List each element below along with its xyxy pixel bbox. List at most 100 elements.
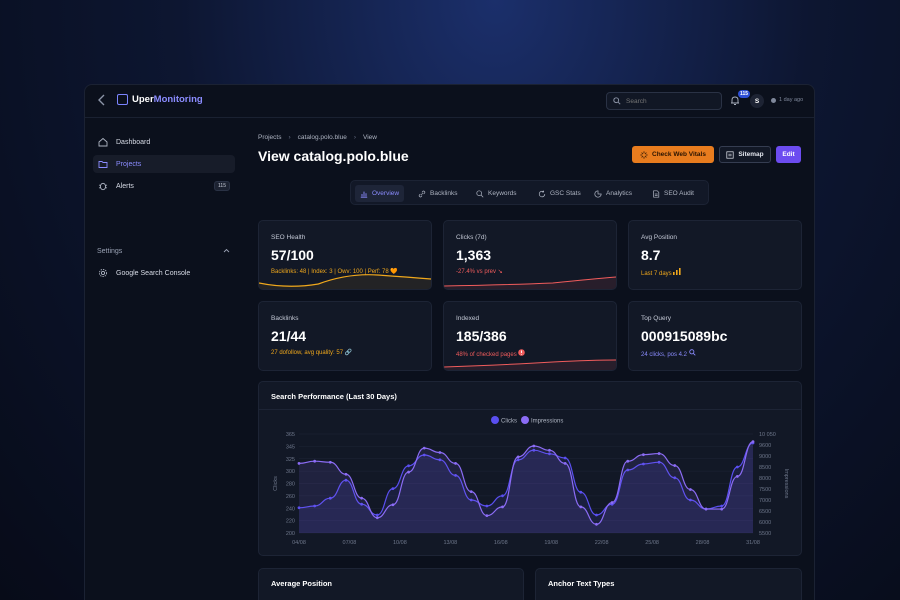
- tab-seo-audit[interactable]: SEO Audit: [647, 185, 699, 202]
- data-point-impressions: [548, 448, 551, 452]
- stat-card-seo-health[interactable]: SEO Health 57/100 Backlinks: 48 | Index:…: [258, 220, 432, 290]
- y-tick-label-right: 9600: [759, 443, 771, 449]
- gear-icon: [98, 268, 108, 278]
- sidebar-item-label: Projects: [116, 160, 142, 168]
- search-input[interactable]: [626, 97, 716, 105]
- series-area-impressions: [299, 441, 753, 533]
- bug-icon: [98, 182, 108, 191]
- data-point-clicks: [673, 476, 677, 480]
- avatar[interactable]: S: [750, 94, 764, 108]
- sidebar-item-projects[interactable]: Projects: [93, 155, 235, 173]
- data-point-impressions: [344, 472, 348, 476]
- data-point-clicks: [548, 452, 551, 456]
- card-label: Top Query: [641, 315, 671, 322]
- sitemap-button[interactable]: Sitemap: [719, 146, 771, 163]
- sidebar-item-alerts[interactable]: Alerts 115: [93, 177, 235, 195]
- tab-backlinks[interactable]: Backlinks: [413, 185, 462, 202]
- data-point-clicks: [501, 494, 504, 498]
- data-point-clicks: [438, 458, 442, 462]
- data-point-clicks: [516, 458, 520, 462]
- stat-card-backlinks[interactable]: Backlinks 21/44 27 dofollow, avg quality…: [258, 301, 432, 371]
- card-value: 8.7: [641, 247, 661, 263]
- data-point-impressions: [735, 475, 739, 478]
- data-point-impressions: [438, 451, 442, 454]
- edit-button[interactable]: Edit: [776, 146, 801, 163]
- sidebar-item-dashboard[interactable]: Dashboard: [93, 133, 235, 151]
- tab-label: Backlinks: [430, 190, 458, 197]
- y-tick-label-left: 240: [286, 506, 295, 512]
- breadcrumb: Projects › catalog.polo.blue › View: [258, 134, 377, 141]
- stat-card-indexed[interactable]: Indexed 185/386 48% of checked pages: [443, 301, 617, 371]
- data-point-clicks: [297, 506, 301, 510]
- anchor-text-types-card: Anchor Text Types: [535, 568, 802, 600]
- divider: [259, 409, 801, 410]
- signal-bars-icon: [673, 268, 681, 275]
- link-icon: [418, 190, 426, 197]
- card-value: 000915089bc: [641, 328, 728, 344]
- brand-logo[interactable]: UperMonitoring: [117, 94, 203, 105]
- data-point-clicks: [328, 496, 332, 500]
- tab-overview[interactable]: Overview: [355, 185, 405, 202]
- sync-text: 1 day ago: [779, 97, 804, 103]
- tab-keywords[interactable]: Keywords: [471, 185, 522, 202]
- check-web-vitals-button[interactable]: Check Web Vitals: [632, 146, 714, 163]
- card-subtext: 48% of checked pages: [456, 352, 517, 358]
- card-value: 57/100: [271, 247, 314, 263]
- data-point-clicks: [563, 456, 567, 460]
- y-tick-label-right: 8500: [759, 465, 771, 471]
- card-label: SEO Health: [271, 234, 306, 241]
- y-tick-label-right: 8000: [759, 476, 771, 482]
- folder-icon: [98, 161, 108, 168]
- chart-title: Search Performance (Last 30 Days): [271, 392, 397, 401]
- legend-label: Clicks: [501, 419, 517, 425]
- alerts-count-badge: 115: [214, 181, 230, 191]
- y-tick-label-right: 9000: [759, 454, 771, 460]
- data-point-clicks: [344, 478, 348, 482]
- y-tick-label-left: 280: [286, 482, 295, 488]
- stat-card-top-query[interactable]: Top Query 000915089bc 24 clicks, pos 4.2: [628, 301, 802, 371]
- sparkline: [444, 276, 616, 289]
- bell-icon[interactable]: [730, 95, 740, 106]
- sidebar-item-google-search-console[interactable]: Google Search Console: [93, 264, 235, 282]
- data-point-clicks: [626, 468, 630, 472]
- back-chevron-icon[interactable]: [97, 93, 111, 109]
- tab-analytics[interactable]: Analytics: [589, 185, 637, 202]
- y-tick-label-right: 10 050: [759, 432, 776, 438]
- data-point-impressions: [501, 505, 504, 509]
- data-point-clicks: [407, 464, 410, 468]
- y-tick-label-right: 7500: [759, 487, 771, 493]
- breadcrumb-project[interactable]: catalog.polo.blue: [297, 134, 347, 141]
- home-icon: [98, 137, 108, 147]
- tab-label: Overview: [372, 190, 400, 197]
- average-position-card: Average Position: [258, 568, 524, 600]
- x-tick-label: 13/08: [443, 540, 457, 546]
- data-point-impressions: [375, 516, 379, 520]
- pie-chart-icon: [594, 189, 602, 198]
- trend-down-icon: ↘: [497, 269, 503, 275]
- data-point-clicks: [485, 504, 489, 508]
- data-point-impressions: [454, 461, 457, 465]
- refresh-icon: [538, 190, 546, 197]
- data-point-clicks: [375, 513, 379, 517]
- top-bar: UperMonitoring 115 S 1 day ago: [85, 85, 814, 118]
- data-point-impressions: [720, 507, 724, 511]
- data-point-impressions: [688, 488, 692, 491]
- chevron-up-icon: [223, 248, 230, 253]
- data-point-clicks: [391, 487, 395, 490]
- breadcrumb-projects[interactable]: Projects: [258, 134, 282, 141]
- data-point-clicks: [688, 498, 692, 502]
- x-tick-label: 22/08: [595, 540, 609, 546]
- settings-section-header[interactable]: Settings: [97, 248, 230, 255]
- stat-card-clicks[interactable]: Clicks (7d) 1,363 -27.4% vs prev ↘: [443, 220, 617, 290]
- data-point-impressions: [579, 505, 583, 509]
- data-point-impressions: [751, 440, 755, 444]
- data-point-impressions: [642, 453, 645, 457]
- y-tick-label-left: 325: [286, 457, 295, 463]
- tab-bar: Overview Backlinks Keywords GSC Stats An…: [350, 180, 709, 205]
- stat-card-avg-position[interactable]: Avg Position 8.7 Last 7 days: [628, 220, 802, 290]
- data-point-impressions: [532, 444, 536, 448]
- data-point-clicks: [595, 513, 598, 517]
- tab-label: Analytics: [606, 190, 633, 197]
- search-box[interactable]: [606, 92, 722, 110]
- tab-gsc-stats[interactable]: GSC Stats: [533, 185, 586, 202]
